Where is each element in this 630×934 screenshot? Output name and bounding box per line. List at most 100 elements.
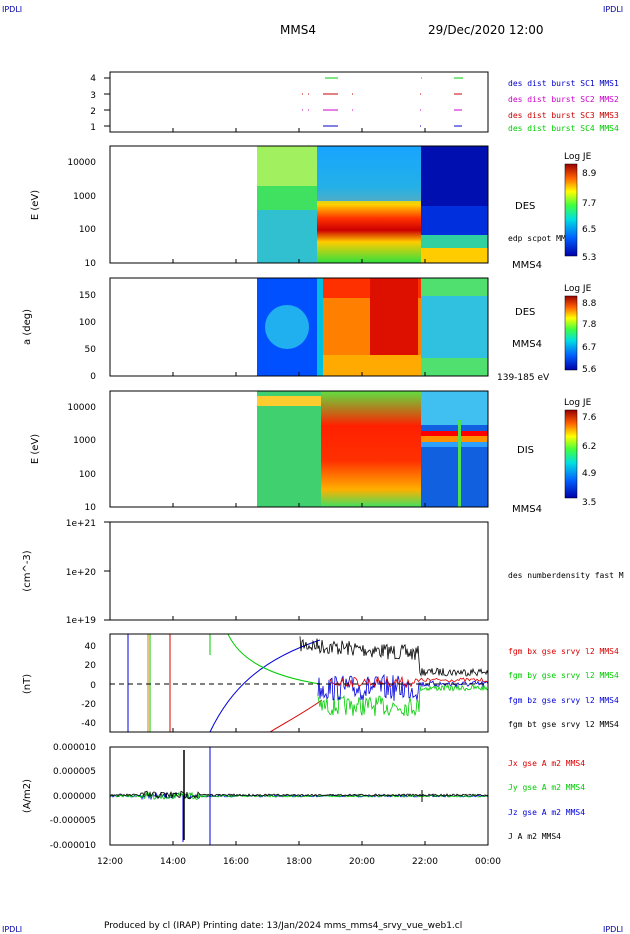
- bfield-legend-by: fgm by gse srvy l2 MMS4: [508, 671, 619, 680]
- panel-bfield: (nT) 40 20 0 -20 -40 fgm bx gse srvy l2 …: [22, 633, 619, 733]
- des-pitch-below-label: 139-185 eV: [497, 373, 550, 383]
- current-ytick: 0.000005: [53, 767, 96, 777]
- des-energy-ytick: 10: [85, 259, 97, 269]
- burst-legend-3: des dist burst SC3 MMS3: [508, 111, 619, 120]
- burst-legend-1: des dist burst SC1 MMS1: [508, 79, 619, 88]
- dis-energy-colorbar: [564, 409, 578, 499]
- bfield-bx-curve: [269, 699, 323, 733]
- bfield-by-trace: [317, 683, 489, 717]
- des-energy-ytick: 100: [79, 225, 96, 235]
- current-legend-jy: Jy gse A m2 MMS4: [508, 783, 585, 792]
- des-energy-side-label-2: edp scpot MMS4: [508, 234, 576, 243]
- dis-energy-ytick: 100: [79, 470, 96, 480]
- des-energy-region: [421, 248, 488, 263]
- density-legend: des numberdensity fast M: [508, 571, 624, 580]
- des-pitch-cbar-tick: 5.6: [582, 365, 597, 375]
- header-datetime: 29/Dec/2020 12:00: [428, 23, 544, 37]
- x-tick-label: 00:00: [475, 857, 501, 867]
- density-ylabel: (cm^-3): [22, 550, 33, 591]
- des-pitch-colorbar: [564, 295, 578, 371]
- current-legend-jx: Jx gse A m2 MMS4: [508, 759, 585, 768]
- bfield-bz-trace: [317, 673, 489, 701]
- dis-energy-region: [257, 396, 321, 406]
- burst-ytick-4: 4: [90, 74, 96, 84]
- bfield-legend-bz: fgm bz gse srvy l2 MMS4: [508, 696, 619, 705]
- dis-energy-ytick: 10000: [67, 403, 96, 413]
- dis-energy-region: [421, 391, 488, 425]
- bfield-bg: [110, 634, 488, 732]
- x-tick-label: 18:00: [286, 857, 312, 867]
- des-energy-colorbar-title: Log JE: [564, 152, 592, 162]
- current-traces: [109, 747, 489, 845]
- des-energy-cbar-tick: 7.7: [582, 199, 596, 209]
- dis-energy-ytick: 1000: [73, 436, 96, 446]
- des-pitch-region: [421, 358, 488, 376]
- dis-energy-cbar-tick: 6.2: [582, 442, 596, 452]
- dis-energy-side-label: DIS: [517, 445, 534, 456]
- dis-energy-below-label: MMS4: [512, 504, 542, 515]
- des-pitch-side-label-2: MMS4: [512, 339, 542, 350]
- density-ytick: 1e+21: [66, 519, 96, 529]
- panel-current: (A/m2) 0.000010 0.000005 0.000000 -0.000…: [22, 743, 585, 867]
- des-energy-ylabel: E (eV): [30, 190, 41, 220]
- dis-energy-region: [421, 436, 488, 442]
- bfield-ylabel: (nT): [22, 674, 33, 694]
- bfield-by-curve: [227, 633, 321, 685]
- bfield-bx-trace: [329, 675, 488, 689]
- dis-energy-region: [257, 391, 321, 507]
- bfield-ytick: -20: [81, 700, 96, 710]
- dis-energy-region: [458, 420, 461, 507]
- des-energy-cbar-tick: 5.3: [582, 253, 596, 263]
- header-right-mark: IPDLI: [603, 5, 623, 14]
- x-tick-marks: [109, 128, 489, 845]
- density-frame: [109, 521, 489, 621]
- bfield-legend-bx: fgm bx gse srvy l2 MMS4: [508, 647, 619, 656]
- des-pitch-region: [323, 355, 421, 376]
- des-pitch-cbar-tick: 6.7: [582, 343, 596, 353]
- x-tick-label: 12:00: [97, 857, 123, 867]
- header-spacecraft: MMS4: [280, 23, 316, 37]
- des-pitch-ytick: 0: [90, 372, 96, 382]
- dis-energy-region: [421, 442, 488, 447]
- des-pitch-cbar-tick: 8.8: [582, 299, 597, 309]
- burst-ytick-1: 1: [90, 123, 96, 133]
- bfield-ytick: 0: [90, 681, 96, 691]
- des-energy-ytick: 1000: [73, 192, 96, 202]
- burst-ytick-2: 2: [90, 107, 96, 117]
- des-pitch-ytick: 50: [85, 345, 97, 355]
- dis-energy-cbar-tick: 4.9: [582, 469, 597, 479]
- x-tick-label: 22:00: [412, 857, 438, 867]
- x-tick-label: 20:00: [349, 857, 375, 867]
- current-ytick: -0.000010: [50, 841, 96, 851]
- current-legend-j: J A m2 MMS4: [508, 832, 561, 841]
- panel-des-pitch: a (deg) 150 100 50 0 DES MMS4 139-185 eV…: [22, 277, 597, 383]
- des-pitch-ytick: 150: [79, 291, 96, 301]
- panel-dis-energy: E (eV) 10000 1000 100 10 DIS MMS4 Log JE…: [30, 390, 597, 515]
- footer-text: Produced by cl (IRAP) Printing date: 13/…: [104, 921, 462, 931]
- des-energy-region: [257, 210, 317, 263]
- des-energy-colorbar: [564, 163, 578, 257]
- des-energy-region: [317, 146, 421, 201]
- des-energy-cbar-tick: 8.9: [582, 169, 597, 179]
- current-jy-trace: [109, 791, 489, 800]
- bfield-traces: [127, 633, 489, 733]
- dis-energy-cbar-tick: 3.5: [582, 498, 596, 508]
- bfield-bt-trace: [299, 636, 489, 677]
- burst-ytick-3: 3: [90, 91, 96, 101]
- bfield-ytick: 20: [85, 661, 97, 671]
- x-tick-label: 16:00: [223, 857, 249, 867]
- footer-right-mark: IPDLI: [603, 925, 623, 934]
- density-ytick: 1e+20: [66, 568, 97, 578]
- des-pitch-colorbar-title: Log JE: [564, 284, 592, 294]
- current-ytick: 0.000000: [53, 792, 96, 802]
- dis-energy-colorbar-title: Log JE: [564, 398, 592, 408]
- panel-burst-frame: [109, 71, 489, 133]
- des-pitch-ytick: 100: [79, 318, 96, 328]
- des-pitch-cbar-tick: 7.8: [582, 320, 597, 330]
- des-energy-below-label: MMS4: [512, 260, 542, 271]
- des-pitch-region: [317, 278, 323, 376]
- dis-energy-region: [321, 391, 421, 507]
- bfield-ytick: 40: [85, 642, 97, 652]
- des-energy-region: [421, 146, 488, 206]
